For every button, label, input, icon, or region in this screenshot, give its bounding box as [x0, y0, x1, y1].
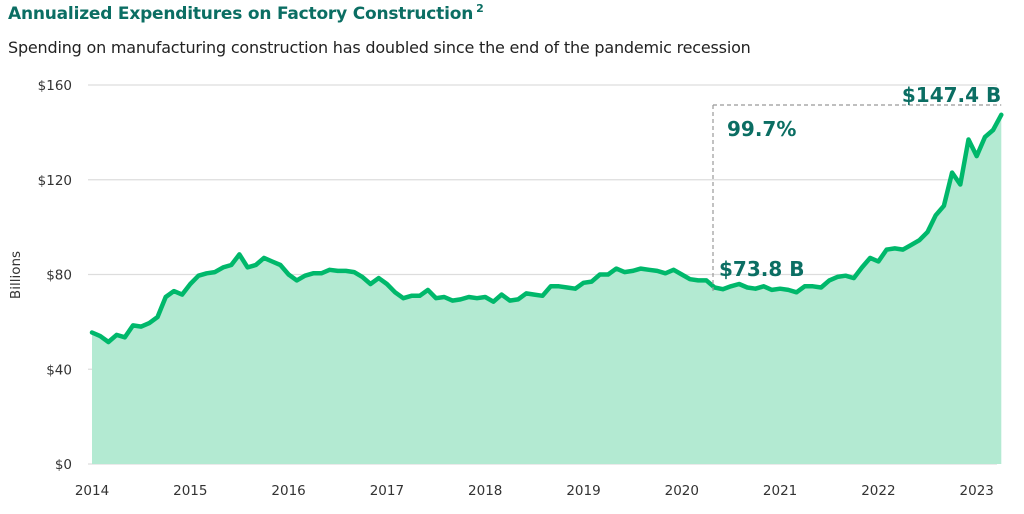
annotation-end-value: $147.4 B	[902, 83, 1001, 107]
y-tick-label: $80	[46, 268, 72, 284]
x-tick-label: 2019	[566, 483, 600, 499]
y-tick-label: $120	[38, 173, 72, 189]
annotation-percent-change: 99.7%	[727, 117, 796, 141]
x-tick-label: 2016	[271, 483, 305, 499]
chart-title: Annualized Expenditures on Factory Const…	[8, 2, 484, 24]
chart-subtitle: Spending on manufacturing construction h…	[8, 38, 751, 57]
x-tick-label: 2017	[370, 483, 404, 499]
x-axis-ticks: 2014 2015 2016 2017 2018 2019 2020 2021 2022 2023	[75, 483, 994, 499]
series-line	[89, 112, 1004, 345]
area-fill	[92, 114, 1002, 465]
chart-title-text: Annualized Expenditures on Factory Const…	[8, 4, 474, 24]
y-tick-label: $160	[38, 78, 72, 94]
x-tick-label: 2021	[763, 483, 797, 499]
footnote-marker: 2	[476, 2, 484, 15]
x-tick-label: 2014	[75, 483, 109, 499]
y-tick-label: $0	[55, 457, 72, 473]
x-tick-label: 2015	[173, 483, 207, 499]
annotations: $73.8 B $147.4 B 99.7%	[712, 83, 1002, 292]
x-tick-label: 2020	[665, 483, 699, 499]
annotation-start-value: $73.8 B	[719, 257, 804, 281]
x-tick-label: 2022	[861, 483, 895, 499]
y-tick-label: $40	[46, 362, 72, 378]
y-axis-ticks: $0 $40 $80 $120 $160	[38, 78, 72, 473]
x-tick-label: 2023	[960, 483, 994, 499]
y-axis-label: Billions	[8, 251, 24, 299]
x-tick-label: 2018	[468, 483, 502, 499]
